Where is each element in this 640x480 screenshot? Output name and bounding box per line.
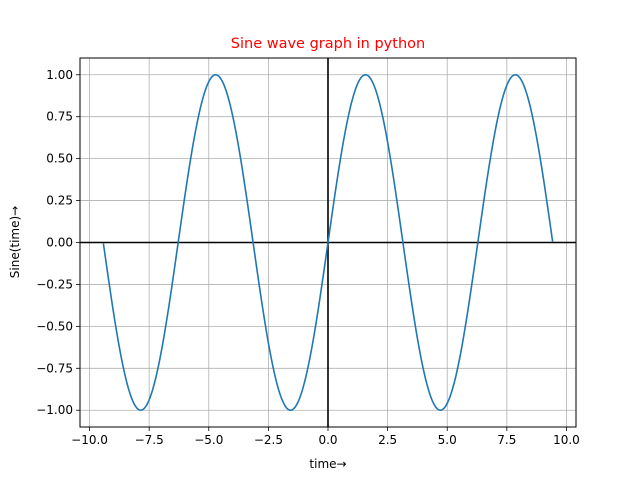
- x-axis-label: time→: [309, 457, 346, 471]
- sine-series-line: [102, 73, 554, 412]
- x-tick-label: −5.0: [194, 433, 223, 447]
- y-tick-label: 0.00: [46, 236, 73, 250]
- y-tick-label: 1.00: [46, 68, 73, 82]
- x-axis-ticks: −10.0 −7.5 −5.0 −2.5 0.0 2.5 5.0 7.5 10.0: [71, 427, 580, 447]
- y-tick-label: 0.50: [46, 152, 73, 166]
- x-tick-label: 2.5: [378, 433, 397, 447]
- y-tick-label: 0.75: [46, 110, 73, 124]
- y-tick-label: −0.75: [36, 361, 73, 375]
- y-axis-label: Sine(time)→: [8, 206, 22, 278]
- x-tick-label: 10.0: [553, 433, 580, 447]
- x-tick-label: −10.0: [71, 433, 108, 447]
- y-tick-label: 0.25: [46, 194, 73, 208]
- chart-title: Sine wave graph in python: [231, 36, 425, 52]
- y-tick-label: −0.50: [36, 319, 73, 333]
- x-tick-label: 5.0: [438, 433, 457, 447]
- x-tick-label: 0.0: [318, 433, 337, 447]
- x-tick-label: 7.5: [497, 433, 516, 447]
- x-tick-label: −2.5: [254, 433, 283, 447]
- y-tick-label: −1.00: [36, 403, 73, 417]
- y-axis-ticks: −1.00 −0.75 −0.50 −0.25 0.00 0.25 0.50 0.75 1.00: [36, 68, 80, 417]
- y-tick-label: −0.25: [36, 277, 73, 291]
- series-layer: [102, 73, 554, 412]
- x-tick-label: −7.5: [135, 433, 164, 447]
